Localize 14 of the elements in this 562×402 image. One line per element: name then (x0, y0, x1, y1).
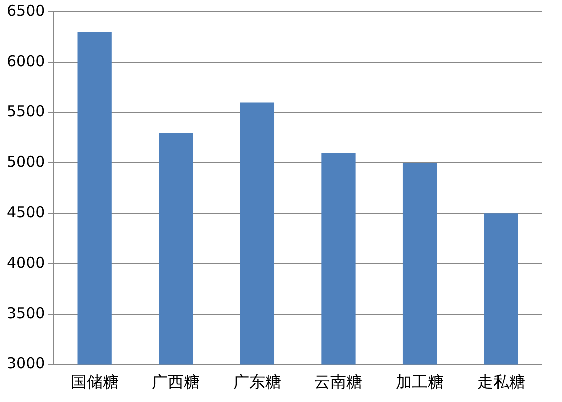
x-tick-label: 走私糖 (477, 372, 526, 392)
x-tick-label: 广东糖 (233, 372, 282, 392)
y-tick-label: 5000 (6, 153, 46, 172)
y-tick-label: 5500 (6, 102, 46, 121)
y-tick-label: 3500 (6, 304, 46, 322)
y-tick-label: 6500 (6, 2, 46, 20)
y-tick-label: 4000 (6, 254, 46, 272)
x-tick-label: 广西糖 (152, 372, 200, 392)
x-tick-label: 云南糖 (314, 372, 363, 392)
x-tick-label: 国储糖 (70, 372, 119, 392)
y-tick-label: 6000 (6, 52, 46, 70)
y-tick-label: 3000 (6, 354, 46, 373)
x-tick-label: 加工糖 (396, 372, 444, 392)
y-tick-label: 4500 (6, 203, 46, 222)
